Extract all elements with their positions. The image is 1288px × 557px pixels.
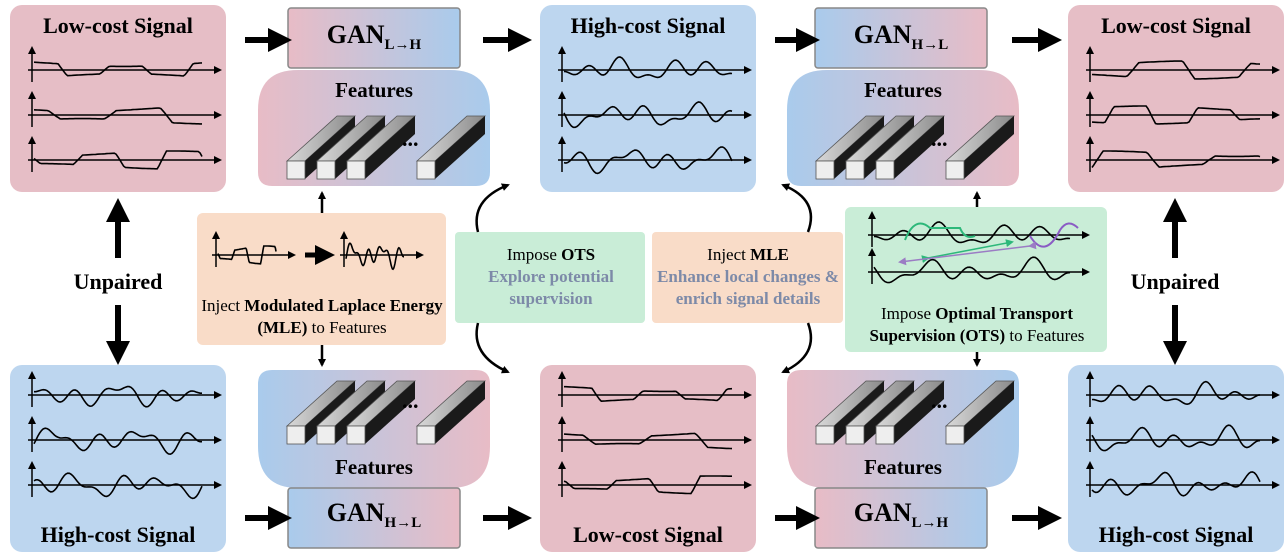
text: Impose xyxy=(881,304,931,323)
block-front xyxy=(347,161,365,179)
arrow xyxy=(783,323,811,372)
text: Impose xyxy=(507,245,557,264)
gan-name: GAN xyxy=(854,498,912,527)
signal-title: Low-cost Signal xyxy=(1068,13,1284,39)
gan-name: GAN xyxy=(327,498,385,527)
signal-title: Low-cost Signal xyxy=(540,522,756,548)
gan-label: GANL→H xyxy=(288,20,460,54)
gan-label: GANH→L xyxy=(815,20,987,54)
detail: Enhance local changes & enrich signal de… xyxy=(657,267,839,308)
unpaired-label: Unpaired xyxy=(1105,269,1245,295)
bold-text: MLE xyxy=(750,245,789,264)
block-front xyxy=(876,161,894,179)
signal-title: High-cost Signal xyxy=(10,522,226,548)
block-front xyxy=(317,426,335,444)
features-label: Features xyxy=(258,455,490,480)
bold-text: OTS xyxy=(561,245,595,264)
gan-sub: L→H xyxy=(912,515,949,531)
block-front xyxy=(946,426,964,444)
ots-box-text: Impose Optimal Transport Supervision (OT… xyxy=(850,303,1104,347)
block-front xyxy=(846,426,864,444)
block-front xyxy=(347,426,365,444)
text: Inject xyxy=(201,296,240,315)
mle-note: Inject MLE Enhance local changes & enrich… xyxy=(654,244,842,310)
ellipsis: ... xyxy=(402,388,419,414)
signal-title: Low-cost Signal xyxy=(10,13,226,39)
block-front xyxy=(946,161,964,179)
ellipsis: ... xyxy=(931,126,948,152)
signal-title: High-cost Signal xyxy=(1068,522,1284,548)
block-front xyxy=(417,426,435,444)
features-label: Features xyxy=(787,455,1019,480)
text: to Features xyxy=(312,318,387,337)
features-label: Features xyxy=(258,78,490,103)
detail: Explore potential supervision xyxy=(488,267,614,308)
block-front xyxy=(816,426,834,444)
text: Inject xyxy=(707,245,746,264)
gan-name: GAN xyxy=(327,20,385,49)
mle-box-text: Inject Modulated Laplace Energy (MLE) to… xyxy=(200,295,444,339)
block-front xyxy=(287,161,305,179)
features-label: Features xyxy=(787,78,1019,103)
arrow xyxy=(477,185,508,232)
gan-sub: H→L xyxy=(912,37,949,53)
block-front xyxy=(876,426,894,444)
ellipsis: ... xyxy=(931,388,948,414)
text: to Features xyxy=(1009,326,1084,345)
arrow xyxy=(783,185,811,232)
block-front xyxy=(816,161,834,179)
block-front xyxy=(417,161,435,179)
gan-label: GANL→H xyxy=(815,498,987,532)
gan-sub: H→L xyxy=(385,515,422,531)
gan-name: GAN xyxy=(854,20,912,49)
ellipsis: ... xyxy=(402,126,419,152)
gan-sub: L→H xyxy=(385,37,422,53)
unpaired-label: Unpaired xyxy=(48,269,188,295)
gan-label: GANH→L xyxy=(288,498,460,532)
ots-note: Impose OTS Explore potential supervision xyxy=(458,244,644,310)
diagram xyxy=(0,0,1288,557)
block-front xyxy=(317,161,335,179)
signal-title: High-cost Signal xyxy=(540,13,756,39)
block-front xyxy=(846,161,864,179)
page: Low-cost Signal GANL→H High-cost Signal … xyxy=(0,0,1288,557)
arrow xyxy=(477,323,508,372)
block-front xyxy=(287,426,305,444)
